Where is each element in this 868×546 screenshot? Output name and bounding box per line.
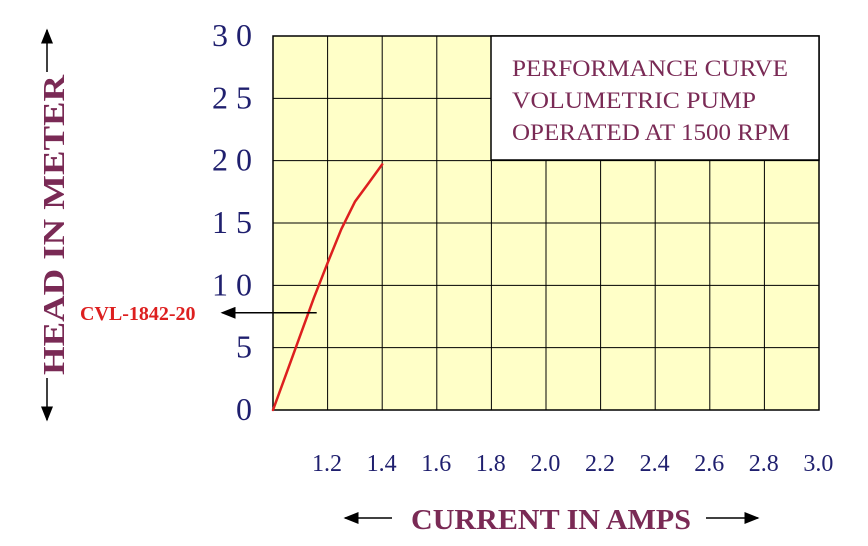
y-tick-label: 1 0	[212, 266, 252, 302]
x-tick-label: 2.2	[585, 451, 615, 477]
y-tick-label: 2 0	[212, 142, 252, 178]
y-tick-label: 5	[236, 329, 252, 365]
x-tick-label: 1.8	[476, 451, 506, 477]
x-tick-label: 2.0	[530, 451, 560, 477]
x-tick-label: 1.4	[367, 451, 397, 477]
series-annotation: CVL-1842-20	[80, 303, 317, 325]
y-tick-label: 3 0	[212, 17, 252, 53]
x-tick-label: 3.0	[803, 451, 833, 477]
title-line-2: VOLUMETRIC PUMP	[512, 88, 756, 113]
x-tick-label: 2.6	[694, 451, 724, 477]
chart-title: PERFORMANCE CURVE VOLUMETRIC PUMP OPERAT…	[512, 56, 790, 145]
y-tick-label: 0	[236, 391, 252, 427]
x-tick-label: 1.2	[312, 451, 342, 477]
y-tick-label: 1 5	[212, 204, 252, 240]
series-layer	[271, 163, 384, 412]
x-tick-label: 1.6	[421, 451, 451, 477]
x-tick-label: 2.4	[640, 451, 670, 477]
title-line-3: OPERATED AT 1500 RPM	[512, 120, 790, 145]
y-tick-label: 2 5	[212, 79, 252, 115]
title-line-1: PERFORMANCE CURVE	[512, 56, 788, 81]
series-line	[271, 163, 384, 412]
x-axis-title-group: CURRENT IN AMPS	[343, 504, 760, 536]
y-axis-title: HEAD IN METER	[36, 74, 71, 375]
x-axis-title: CURRENT IN AMPS	[411, 504, 691, 536]
x-tick-label: 2.8	[749, 451, 779, 477]
y-tick-labels: 0 5 1 0 1 5 2 0 2 5 3 0	[212, 17, 252, 427]
annotation-label: CVL-1842-20	[80, 303, 196, 325]
y-axis-title-group: HEAD IN METER	[36, 28, 71, 422]
title-box	[490, 35, 820, 161]
x-tick-labels: 1.2 1.4 1.6 1.8 2.0 2.2 2.4 2.6 2.8 3.0	[312, 451, 833, 477]
